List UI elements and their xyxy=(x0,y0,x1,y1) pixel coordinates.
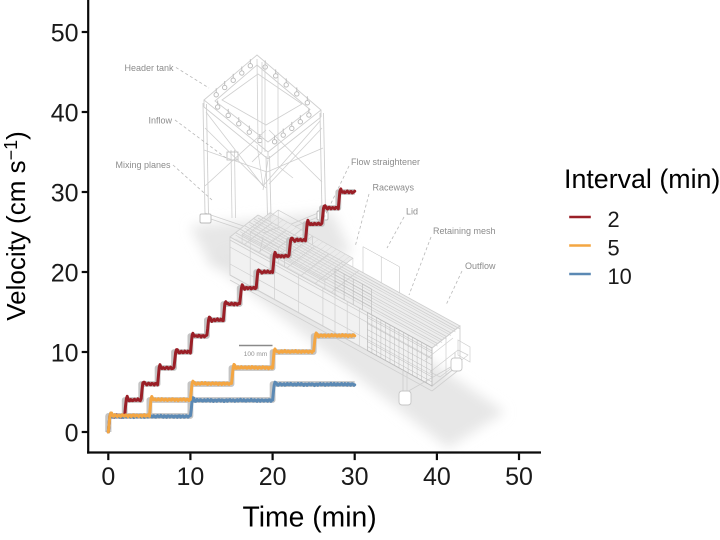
svg-text:10: 10 xyxy=(51,340,79,368)
svg-text:10: 10 xyxy=(176,463,204,491)
svg-text:30: 30 xyxy=(341,463,369,491)
svg-text:Outflow: Outflow xyxy=(465,261,496,271)
svg-text:0: 0 xyxy=(101,463,115,491)
svg-text:Time (min): Time (min) xyxy=(243,501,377,533)
svg-text:Mixing planes: Mixing planes xyxy=(115,160,171,170)
svg-text:Header tank: Header tank xyxy=(124,63,174,73)
svg-text:10: 10 xyxy=(608,264,632,289)
svg-text:50: 50 xyxy=(51,20,79,48)
svg-text:Inflow: Inflow xyxy=(148,116,172,126)
svg-text:2: 2 xyxy=(608,207,620,232)
svg-text:Velocity (cm s−1): Velocity (cm s−1) xyxy=(1,131,31,321)
svg-text:20: 20 xyxy=(51,260,79,288)
svg-text:Retaining mesh: Retaining mesh xyxy=(433,226,496,236)
svg-text:30: 30 xyxy=(51,180,79,208)
svg-text:40: 40 xyxy=(51,100,79,128)
svg-text:Interval (min): Interval (min) xyxy=(564,164,720,194)
svg-text:Lid: Lid xyxy=(406,207,418,217)
svg-text:50: 50 xyxy=(505,463,533,491)
svg-text:40: 40 xyxy=(423,463,451,491)
svg-text:Flow straightener: Flow straightener xyxy=(351,157,420,167)
svg-text:20: 20 xyxy=(259,463,287,491)
svg-text:0: 0 xyxy=(65,420,79,448)
svg-text:Raceways: Raceways xyxy=(373,183,415,193)
svg-text:5: 5 xyxy=(608,235,620,260)
svg-text:100 mm: 100 mm xyxy=(244,351,267,358)
